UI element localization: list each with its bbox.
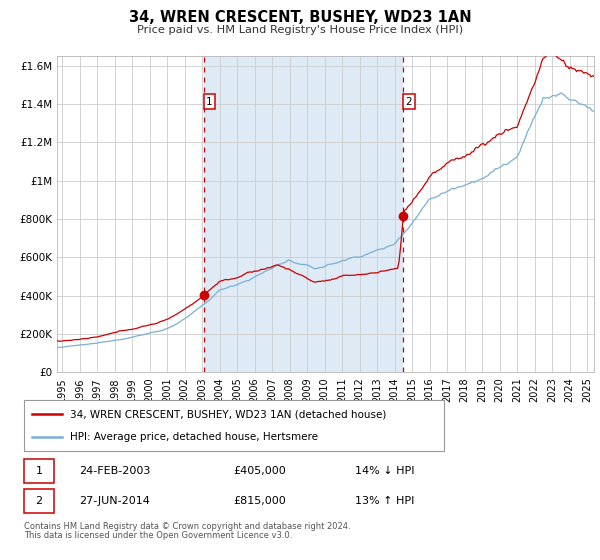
Text: 27-JUN-2014: 27-JUN-2014 — [79, 496, 150, 506]
Text: Contains HM Land Registry data © Crown copyright and database right 2024.: Contains HM Land Registry data © Crown c… — [24, 522, 350, 531]
Text: This data is licensed under the Open Government Licence v3.0.: This data is licensed under the Open Gov… — [24, 531, 292, 540]
Text: Price paid vs. HM Land Registry's House Price Index (HPI): Price paid vs. HM Land Registry's House … — [137, 25, 463, 35]
Text: 2: 2 — [35, 496, 43, 506]
Text: 1: 1 — [35, 466, 43, 476]
Text: 2: 2 — [405, 97, 412, 107]
Bar — [204, 56, 403, 372]
Text: 34, WREN CRESCENT, BUSHEY, WD23 1AN: 34, WREN CRESCENT, BUSHEY, WD23 1AN — [128, 10, 472, 25]
FancyBboxPatch shape — [24, 488, 55, 513]
FancyBboxPatch shape — [24, 400, 444, 451]
Text: 14% ↓ HPI: 14% ↓ HPI — [355, 466, 415, 476]
FancyBboxPatch shape — [24, 459, 55, 483]
Text: 1: 1 — [206, 97, 213, 107]
Text: HPI: Average price, detached house, Hertsmere: HPI: Average price, detached house, Hert… — [70, 432, 318, 442]
Text: 24-FEB-2003: 24-FEB-2003 — [79, 466, 151, 476]
Text: £405,000: £405,000 — [234, 466, 287, 476]
Text: £815,000: £815,000 — [234, 496, 287, 506]
Text: 13% ↑ HPI: 13% ↑ HPI — [355, 496, 415, 506]
Text: 34, WREN CRESCENT, BUSHEY, WD23 1AN (detached house): 34, WREN CRESCENT, BUSHEY, WD23 1AN (det… — [70, 409, 386, 419]
